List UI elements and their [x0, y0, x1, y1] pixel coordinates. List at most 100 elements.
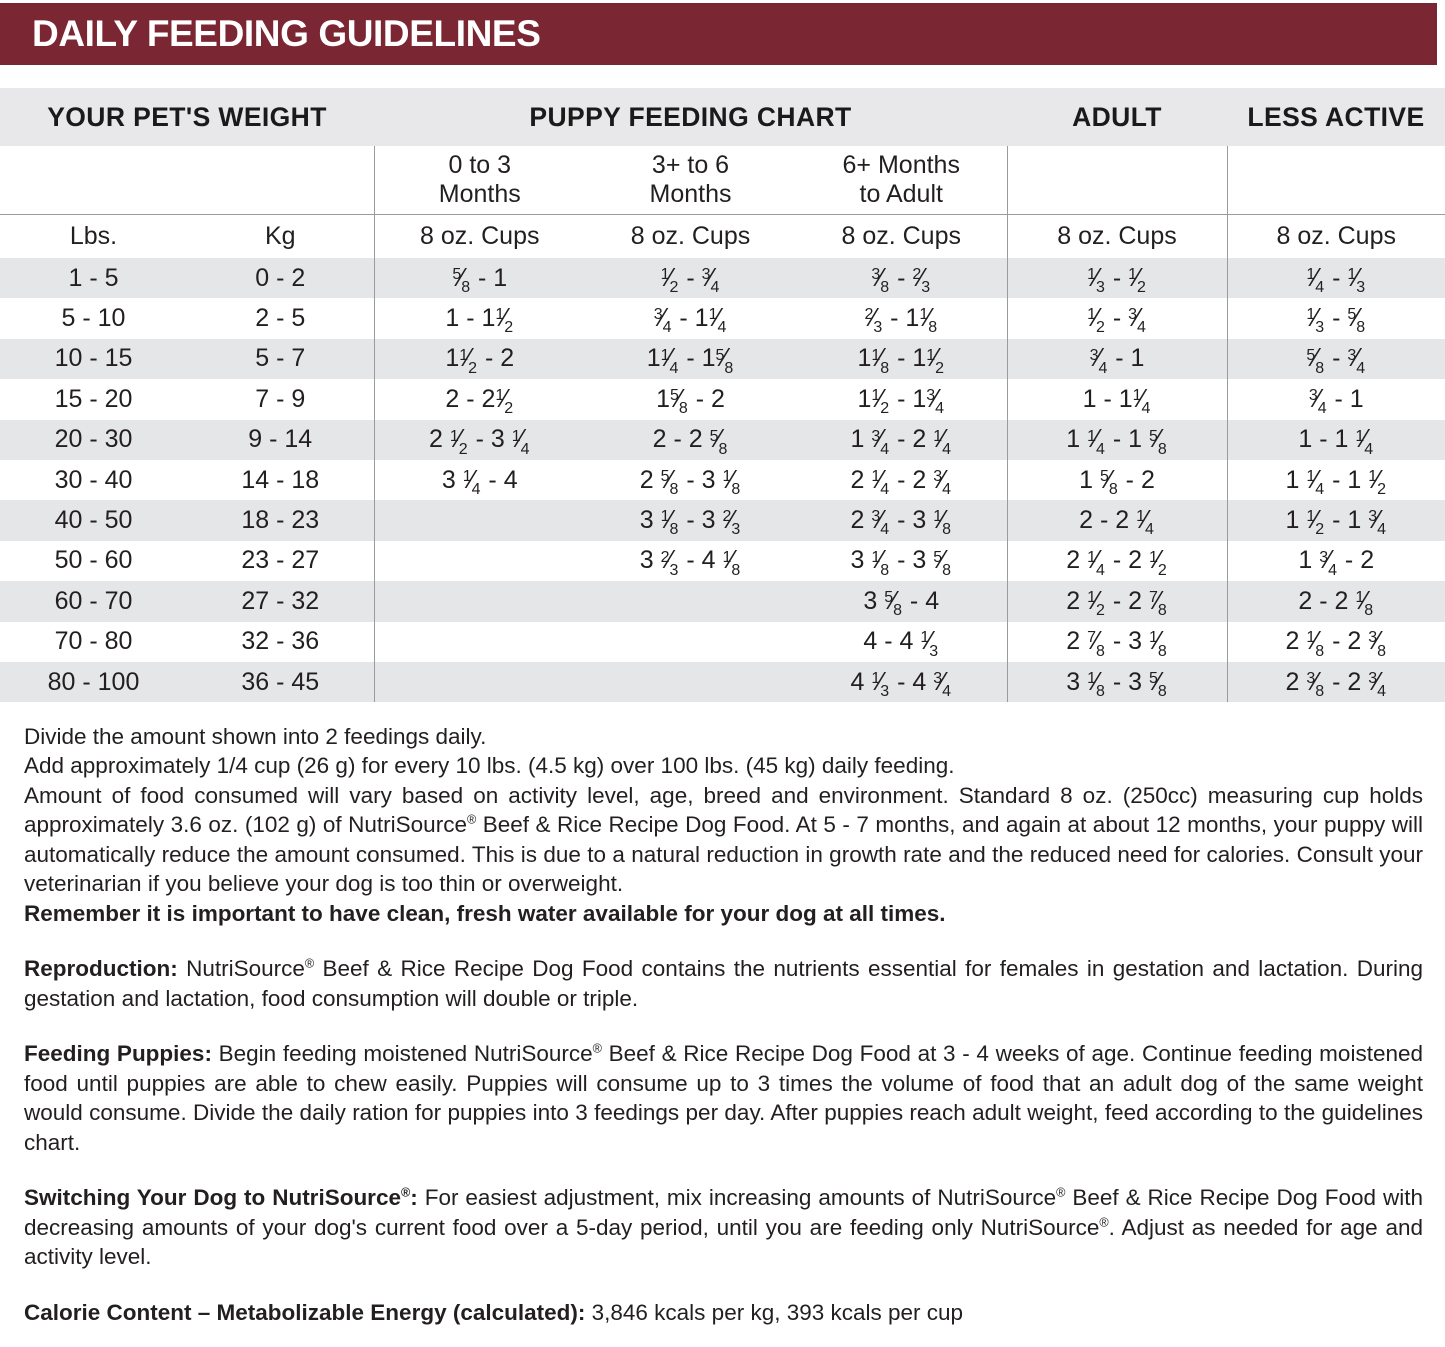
cell-less-active: 1 - 1 1⁄4 — [1226, 419, 1445, 460]
cell-text: - 3 — [679, 506, 723, 535]
fraction: 5⁄8 — [1347, 305, 1366, 336]
fraction-denominator: 2 — [1096, 319, 1105, 337]
cell-lbs: 1 - 5 — [0, 258, 187, 299]
fraction-denominator: 8 — [1096, 682, 1105, 700]
fraction-slash-icon: ⁄ — [926, 304, 931, 333]
cell-text: 3 — [863, 586, 885, 615]
cell-puppy-6-adult: 3⁄8 - 2⁄3 — [796, 258, 1007, 299]
cell-puppy-6-adult: 11⁄8 - 11⁄2 — [796, 338, 1007, 380]
cell-adult: 3 1⁄8 - 3 5⁄8 — [1006, 661, 1227, 703]
fraction-denominator: 8 — [880, 561, 890, 579]
fraction-slash-icon: ⁄ — [1094, 586, 1099, 615]
cell-text: 1 — [850, 425, 872, 454]
cell-puppy-0-3 — [373, 540, 585, 582]
fraction-numerator: 2 — [864, 306, 874, 324]
fraction-slash-icon: ⁄ — [1313, 263, 1318, 292]
fraction: 3⁄4 — [1090, 346, 1109, 377]
fraction-slash-icon: ⁄ — [456, 425, 462, 454]
cell-adult: 1 1⁄4 - 1 5⁄8 — [1006, 419, 1227, 460]
cell-less-active: 1⁄3 - 5⁄8 — [1226, 298, 1445, 339]
note-feeding-puppies-b: Beef & Rice Recipe Dog Food at 3 - 4 wee… — [24, 1041, 1423, 1155]
cell-text: 4 - 4 — [863, 627, 921, 656]
cell-kg: 32 - 36 — [187, 621, 374, 662]
fraction: 1⁄4 — [1133, 386, 1152, 417]
cell-text: - — [1325, 344, 1348, 373]
fraction-denominator: 3 — [1096, 279, 1105, 297]
fraction-denominator: 4 — [935, 400, 945, 418]
cell-lbs: 80 - 100 — [0, 661, 187, 703]
fraction-slash-icon: ⁄ — [1313, 506, 1318, 535]
fraction-denominator: 8 — [1157, 682, 1167, 700]
fraction-denominator: 4 — [669, 359, 679, 377]
sub-header-puppy-0-3-line1: 0 to 3 — [448, 150, 512, 179]
fraction: 1⁄4 — [1306, 263, 1325, 296]
fraction-numerator: 3 — [871, 427, 880, 445]
fraction: 1⁄2 — [926, 346, 945, 377]
fraction-slash-icon: ⁄ — [1156, 586, 1161, 615]
cell-puppy-0-3: 2 - 21⁄2 — [373, 379, 585, 420]
cell-less-active: 1⁄4 - 1⁄3 — [1226, 258, 1445, 299]
cell-puppy-6-adult: 11⁄2 - 13⁄4 — [796, 379, 1007, 420]
spacer-3 — [24, 1157, 1423, 1183]
fraction-numerator: 1 — [1087, 589, 1096, 607]
cell-adult: 1⁄2 - 3⁄4 — [1006, 298, 1227, 339]
cell-lbs: 15 - 20 — [0, 379, 187, 420]
cell-puppy-6-adult: 1 3⁄4 - 2 1⁄4 — [796, 419, 1007, 460]
fraction-denominator: 8 — [461, 279, 471, 297]
cell-text: - 1 — [679, 344, 716, 373]
cell-text: - — [890, 263, 913, 292]
fraction-denominator: 4 — [1145, 521, 1154, 539]
cell-text: - 2 — [1105, 586, 1149, 615]
fraction: 2⁄3 — [864, 305, 883, 336]
note-feeding-puppies: Feeding Puppies: Begin feeding moistened… — [24, 1039, 1423, 1157]
cell-puppy-0-3: 1 - 11⁄2 — [373, 298, 585, 339]
note-calorie-value: 3,846 kcals per kg, 393 kcals per cup — [585, 1299, 964, 1325]
fraction-slash-icon: ⁄ — [1375, 506, 1380, 535]
table-row: 10 - 15 5 - 7 11⁄2 - 2 11⁄4 - 15⁄8 11⁄8 - 11… — [0, 338, 1445, 380]
fraction-denominator: 2 — [1136, 279, 1146, 297]
fraction-numerator: 3 — [653, 306, 663, 324]
fraction-numerator: 1 — [933, 427, 942, 445]
fraction-slash-icon: ⁄ — [1094, 263, 1099, 292]
cell-text: - 3 — [1105, 667, 1149, 696]
fraction-slash-icon: ⁄ — [1313, 667, 1318, 696]
sub-header-puppy-3-6-line2: Months — [649, 179, 732, 208]
cell-puppy-0-3: 11⁄2 - 2 — [373, 338, 585, 380]
fraction: 1⁄4 — [463, 467, 482, 498]
fraction: 1⁄4 — [1136, 507, 1155, 538]
cell-puppy-0-3: 2 1⁄2 - 3 1⁄4 — [373, 419, 585, 460]
units-cups-puppy-0-3: 8 oz. Cups — [373, 214, 585, 258]
fraction-numerator: 2 — [722, 508, 732, 526]
cell-kg: 5 - 7 — [187, 338, 374, 380]
fraction: 1⁄4 — [661, 346, 680, 377]
fraction-slash-icon: ⁄ — [1362, 425, 1367, 454]
fraction-slash-icon: ⁄ — [1313, 344, 1318, 373]
fraction: 3⁄4 — [653, 305, 673, 336]
cell-text: 1 — [1285, 506, 1307, 535]
note-switching-label-b: : — [410, 1185, 418, 1211]
fraction-slash-icon: ⁄ — [729, 465, 734, 494]
cell-text: 1 — [445, 344, 460, 373]
fraction-slash-icon: ⁄ — [878, 384, 883, 413]
fraction-denominator: 8 — [1315, 682, 1325, 700]
fraction-slash-icon: ⁄ — [940, 465, 945, 494]
cell-text: - 3 — [890, 546, 934, 575]
cell-puppy-6-adult: 2 1⁄4 - 2 3⁄4 — [796, 459, 1007, 501]
cell-adult: 1⁄3 - 1⁄2 — [1006, 258, 1227, 299]
cell-lbs: 10 - 15 — [0, 338, 187, 380]
note-switching-a: For easiest adjustment, mix increasing a… — [417, 1185, 1057, 1211]
fraction-denominator: 8 — [724, 359, 734, 377]
note-amount-consumed: Amount of food consumed will vary based … — [24, 781, 1423, 899]
cell-text: - 1 — [1325, 506, 1369, 535]
fraction-numerator: 5 — [660, 467, 670, 485]
fraction-slash-icon: ⁄ — [502, 304, 507, 333]
fraction: 1⁄4 — [1087, 548, 1106, 579]
fraction: 1⁄3 — [1347, 265, 1366, 296]
cell-text: - 3 — [890, 506, 934, 535]
fraction-numerator: 1 — [495, 306, 504, 324]
fraction-numerator: 1 — [449, 427, 459, 445]
fraction-numerator: 1 — [1087, 669, 1096, 687]
fraction-slash-icon: ⁄ — [878, 344, 883, 373]
